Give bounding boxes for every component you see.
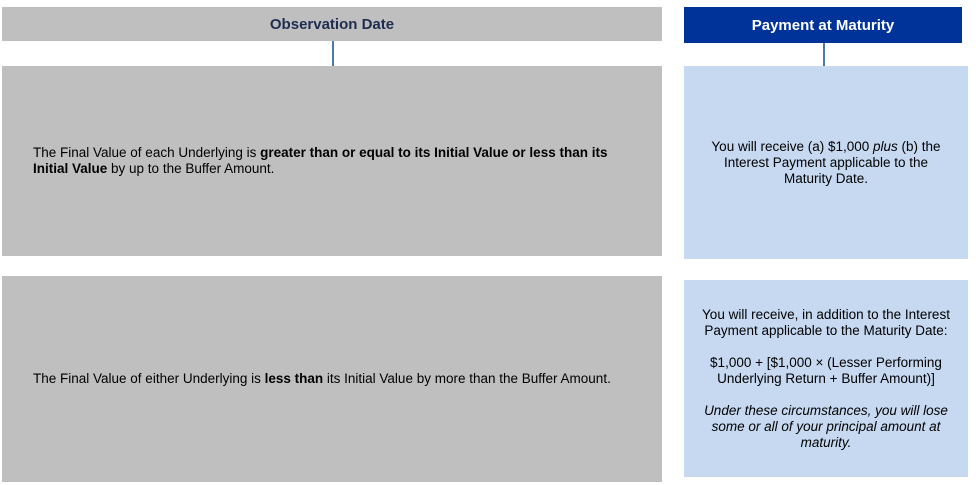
payment-formula: $1,000 + [$1,000 × (Lesser Performing Un… <box>710 354 942 386</box>
payment-note: Under these circumstances, you will lose… <box>704 402 948 450</box>
payment-box-1: You will receive (a) $1,000 plus (b) the… <box>684 66 968 259</box>
text: (b) the Interest Payment applicable to t… <box>723 138 941 186</box>
connector-line <box>332 41 334 66</box>
italic-text: plus <box>873 138 898 154</box>
condition-text: The Final Value of each Underlying is gr… <box>33 145 634 177</box>
payment-at-maturity-header: Payment at Maturity <box>684 7 962 43</box>
text: its Initial Value by more than the Buffe… <box>323 371 611 386</box>
text: The Final Value of each Underlying is <box>33 145 261 160</box>
bold-text: greater than or equal to its Initial Val… <box>33 145 608 176</box>
condition-box-2: The Final Value of either Underlying is … <box>2 276 662 482</box>
text: by up to the Buffer Amount. <box>107 161 275 176</box>
text: You will receive (a) $1,000 <box>711 138 874 154</box>
payment-intro: You will receive, in addition to the Int… <box>702 306 950 338</box>
condition-box-1: The Final Value of each Underlying is gr… <box>2 66 662 256</box>
condition-text: The Final Value of either Underlying is … <box>33 371 611 387</box>
observation-date-header: Observation Date <box>2 7 662 41</box>
text: The Final Value of either Underlying is <box>33 371 265 386</box>
payment-box-2: You will receive, in addition to the Int… <box>684 280 968 477</box>
connector-line <box>823 43 825 66</box>
bold-text: less than <box>264 371 324 386</box>
payment-text: You will receive (a) $1,000 plus (b) the… <box>702 139 950 187</box>
